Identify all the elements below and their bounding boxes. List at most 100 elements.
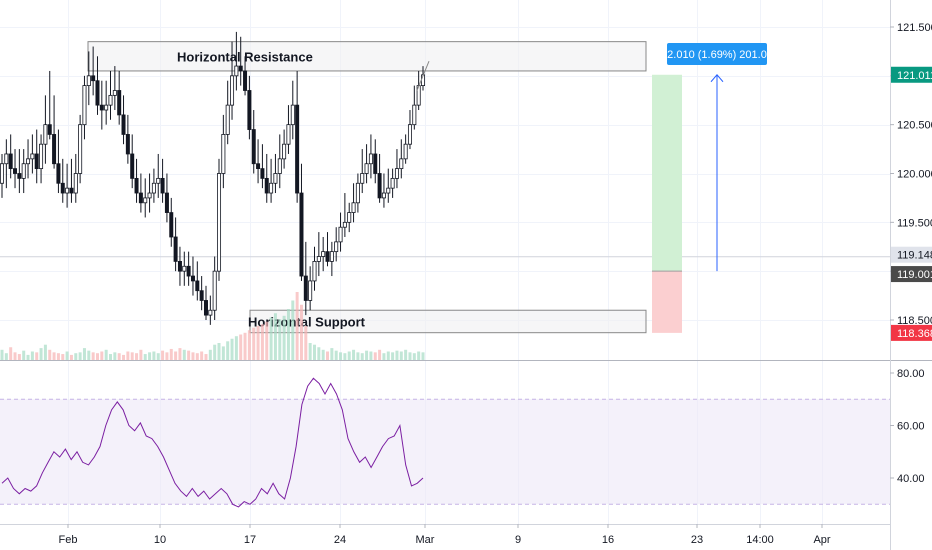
candle[interactable] xyxy=(190,256,195,296)
candle[interactable] xyxy=(355,173,360,213)
candle[interactable] xyxy=(47,70,52,140)
candle[interactable] xyxy=(412,85,417,130)
candle[interactable] xyxy=(264,153,269,203)
candle[interactable] xyxy=(269,158,274,203)
resistance-zone[interactable] xyxy=(87,41,647,72)
candle[interactable] xyxy=(156,153,161,198)
position-profit-zone[interactable] xyxy=(652,74,682,272)
candle[interactable] xyxy=(143,178,148,218)
candle[interactable] xyxy=(308,266,313,311)
rsi-pane[interactable] xyxy=(0,361,890,524)
candle[interactable] xyxy=(342,193,347,237)
candle[interactable] xyxy=(138,173,143,213)
candle[interactable] xyxy=(407,110,412,150)
candle[interactable] xyxy=(290,80,295,140)
candle[interactable] xyxy=(130,134,135,189)
candle[interactable] xyxy=(13,149,18,189)
candle[interactable] xyxy=(399,139,404,179)
candle[interactable] xyxy=(30,134,35,174)
candle[interactable] xyxy=(377,153,382,203)
candle[interactable] xyxy=(221,114,226,189)
candle[interactable] xyxy=(112,66,117,111)
candle[interactable] xyxy=(39,134,44,184)
candle[interactable] xyxy=(60,158,65,203)
candle[interactable] xyxy=(169,197,174,247)
candle[interactable] xyxy=(82,75,87,140)
candle[interactable] xyxy=(4,139,9,189)
position-loss-zone[interactable] xyxy=(652,271,682,333)
candle[interactable] xyxy=(347,202,352,233)
candle[interactable] xyxy=(0,153,4,198)
candle[interactable] xyxy=(251,110,256,174)
candle[interactable] xyxy=(243,56,248,96)
candle[interactable] xyxy=(273,153,278,194)
candle[interactable] xyxy=(286,105,291,154)
candle[interactable] xyxy=(99,80,104,130)
candle[interactable] xyxy=(299,163,304,281)
candle[interactable] xyxy=(381,173,386,208)
candle[interactable] xyxy=(312,246,317,291)
candle[interactable] xyxy=(203,285,208,320)
candle[interactable] xyxy=(91,46,96,96)
candle[interactable] xyxy=(234,31,239,91)
candle[interactable] xyxy=(217,158,222,281)
annotations[interactable]: 2.010 (1.69%) 201.0 xyxy=(667,43,767,272)
candle[interactable] xyxy=(295,70,300,203)
candle[interactable] xyxy=(173,217,178,272)
candle[interactable] xyxy=(195,261,200,301)
candle[interactable] xyxy=(134,158,139,203)
candle[interactable] xyxy=(260,144,265,189)
candle[interactable] xyxy=(386,168,391,203)
candle[interactable] xyxy=(277,134,282,189)
candle[interactable] xyxy=(147,173,152,213)
candle[interactable] xyxy=(321,236,326,272)
candle[interactable] xyxy=(69,158,74,203)
candle[interactable] xyxy=(182,251,187,286)
candle[interactable] xyxy=(52,95,57,169)
candle[interactable] xyxy=(95,56,100,115)
candle[interactable] xyxy=(230,41,235,120)
candle[interactable] xyxy=(160,158,165,203)
candle[interactable] xyxy=(334,227,339,262)
candle[interactable] xyxy=(177,246,182,286)
candle[interactable] xyxy=(238,36,243,86)
candle[interactable] xyxy=(247,75,252,140)
candle[interactable] xyxy=(34,129,39,184)
measure-label-box[interactable] xyxy=(667,43,767,65)
candle[interactable] xyxy=(108,70,113,120)
time-axis[interactable]: Feb 10 17 24 Mar 9 16 23 14:00 Apr xyxy=(59,524,831,546)
candle[interactable] xyxy=(364,144,369,184)
stop-price-label-bg[interactable] xyxy=(891,324,932,341)
candle[interactable] xyxy=(208,295,213,325)
candle[interactable] xyxy=(256,139,261,184)
candle[interactable] xyxy=(56,129,61,194)
candle[interactable] xyxy=(212,256,217,320)
candle[interactable] xyxy=(325,232,330,267)
candle[interactable] xyxy=(65,163,70,208)
candle[interactable] xyxy=(104,80,109,125)
candle[interactable] xyxy=(164,173,169,223)
candle[interactable] xyxy=(86,51,91,106)
price-axis[interactable]: 121.500121.000120.500120.000119.500119.0… xyxy=(890,22,932,341)
candle[interactable] xyxy=(125,114,130,164)
candle[interactable] xyxy=(351,183,356,223)
candle[interactable] xyxy=(338,212,343,252)
candle[interactable] xyxy=(21,149,26,194)
support-zone[interactable] xyxy=(249,309,647,334)
candle[interactable] xyxy=(373,139,378,184)
candle[interactable] xyxy=(199,276,204,311)
current-price-label-bg[interactable] xyxy=(891,66,932,83)
candle[interactable] xyxy=(78,114,83,184)
rsi-axis[interactable]: 80.00 60.00 40.00 xyxy=(890,368,925,485)
rsi-line[interactable] xyxy=(1,377,424,508)
candle[interactable] xyxy=(186,251,191,286)
candle[interactable] xyxy=(151,168,156,203)
candle[interactable] xyxy=(43,95,48,164)
candle[interactable] xyxy=(26,139,31,179)
candle[interactable] xyxy=(394,149,399,189)
candle[interactable] xyxy=(403,134,408,164)
marker-price-label-bg[interactable] xyxy=(891,246,932,263)
entry-price-label-bg[interactable] xyxy=(891,266,932,283)
